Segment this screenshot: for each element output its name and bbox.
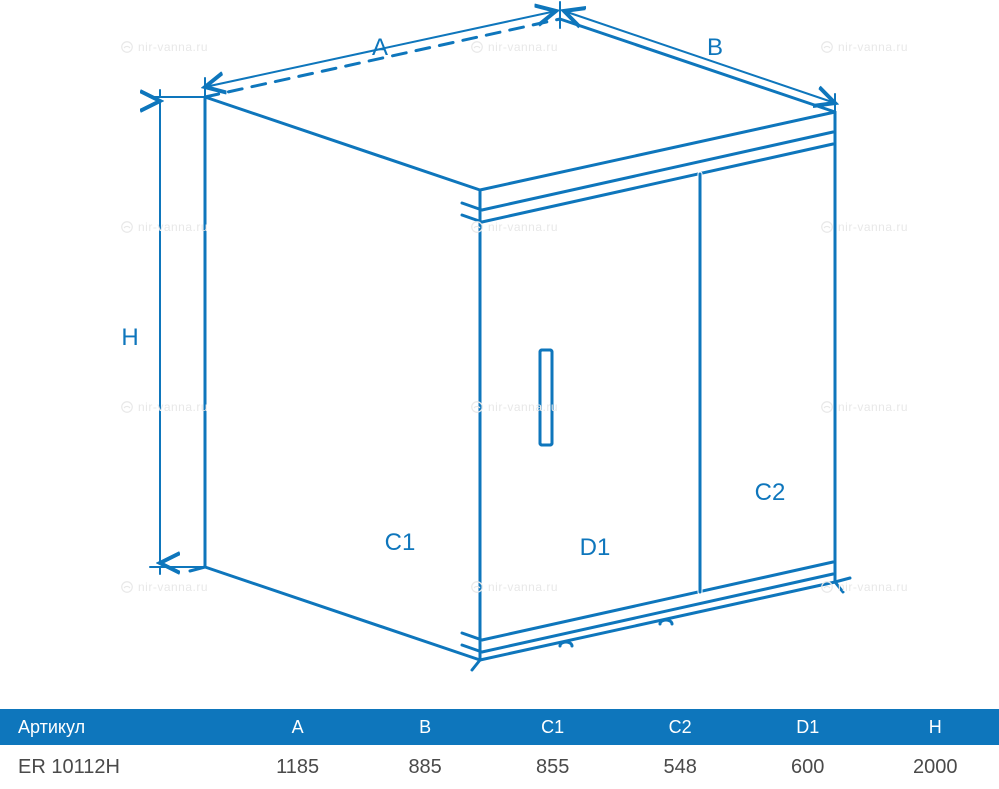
dimension-labels: A B H C1 D1 C2 xyxy=(121,34,785,561)
watermark-text: nir-vanna.ru xyxy=(838,220,908,234)
watermark-text: nir-vanna.ru xyxy=(488,220,558,234)
td-h: 2000 xyxy=(871,756,999,779)
label-c1: C1 xyxy=(385,529,416,556)
watermark: nir-vanna.ru xyxy=(120,220,208,234)
th-c2: C2 xyxy=(616,717,744,738)
th-article: Артикул xyxy=(0,717,234,738)
watermark-text: nir-vanna.ru xyxy=(488,40,558,54)
td-c2: 548 xyxy=(616,756,744,779)
th-h: H xyxy=(871,717,999,738)
watermark: nir-vanna.ru xyxy=(470,580,558,594)
label-h: H xyxy=(121,324,138,351)
watermark-text: nir-vanna.ru xyxy=(838,580,908,594)
td-article: ER 10112H xyxy=(0,756,234,779)
label-a: A xyxy=(372,34,388,61)
watermark: nir-vanna.ru xyxy=(820,220,908,234)
th-b: B xyxy=(361,717,489,738)
watermark: nir-vanna.ru xyxy=(470,40,558,54)
watermark: nir-vanna.ru xyxy=(120,580,208,594)
label-b: B xyxy=(707,34,723,61)
watermark-text: nir-vanna.ru xyxy=(138,580,208,594)
td-c1: 855 xyxy=(489,756,617,779)
label-d1: D1 xyxy=(580,534,611,561)
watermark: nir-vanna.ru xyxy=(470,220,558,234)
watermark-text: nir-vanna.ru xyxy=(138,220,208,234)
th-a: A xyxy=(234,717,362,738)
table-header-row: Артикул A B C1 C2 D1 H xyxy=(0,709,999,745)
watermark-text: nir-vanna.ru xyxy=(838,40,908,54)
td-d1: 600 xyxy=(744,756,872,779)
watermark-text: nir-vanna.ru xyxy=(138,40,208,54)
td-b: 885 xyxy=(361,756,489,779)
watermark: nir-vanna.ru xyxy=(820,40,908,54)
td-a: 1185 xyxy=(234,756,362,779)
watermark-text: nir-vanna.ru xyxy=(838,400,908,414)
watermark: nir-vanna.ru xyxy=(120,400,208,414)
table-data-row: ER 10112H 1185 885 855 548 600 2000 xyxy=(0,745,999,789)
watermark-text: nir-vanna.ru xyxy=(488,580,558,594)
watermark: nir-vanna.ru xyxy=(820,400,908,414)
watermark: nir-vanna.ru xyxy=(470,400,558,414)
watermark-text: nir-vanna.ru xyxy=(488,400,558,414)
label-c2: C2 xyxy=(755,479,786,506)
th-d1: D1 xyxy=(744,717,872,738)
watermark-text: nir-vanna.ru xyxy=(138,400,208,414)
watermark: nir-vanna.ru xyxy=(120,40,208,54)
dimensions-table: Артикул A B C1 C2 D1 H ER 10112H 1185 88… xyxy=(0,709,999,789)
th-c1: C1 xyxy=(489,717,617,738)
watermark: nir-vanna.ru xyxy=(820,580,908,594)
technical-diagram: A B H C1 D1 C2 xyxy=(0,0,999,709)
